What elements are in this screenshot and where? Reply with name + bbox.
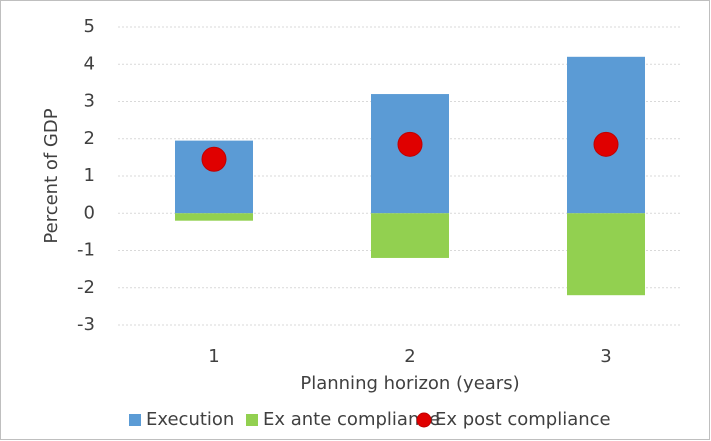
x-tick-label: 2	[404, 346, 415, 367]
y-tick-label: 0	[84, 202, 95, 223]
y-tick-label: -2	[77, 277, 95, 298]
y-tick-label: 5	[84, 16, 95, 37]
x-tick-label: 1	[208, 346, 219, 367]
y-tick-label: 4	[84, 53, 95, 74]
bar	[567, 213, 645, 296]
point	[201, 146, 227, 172]
y-tick-label: 3	[84, 91, 95, 112]
point	[593, 131, 619, 157]
x-axis-title: Planning horizon (years)	[300, 373, 519, 394]
legend-marker	[246, 414, 258, 426]
y-tick-label: 1	[84, 165, 95, 186]
legend-marker	[129, 414, 141, 426]
legend-marker	[416, 412, 432, 428]
y-tick-label: -3	[77, 314, 95, 335]
legend-label: Ex post compliance	[435, 409, 611, 430]
legend-label: Execution	[146, 409, 234, 430]
bar	[371, 213, 449, 258]
bar	[175, 213, 253, 221]
y-tick-label: 2	[84, 128, 95, 149]
y-axis-title: Percent of GDP	[41, 108, 62, 243]
y-tick-label: -1	[77, 240, 95, 261]
legend-label: Ex ante compliance	[263, 409, 440, 430]
x-tick-label: 3	[600, 346, 611, 367]
point	[397, 131, 423, 157]
